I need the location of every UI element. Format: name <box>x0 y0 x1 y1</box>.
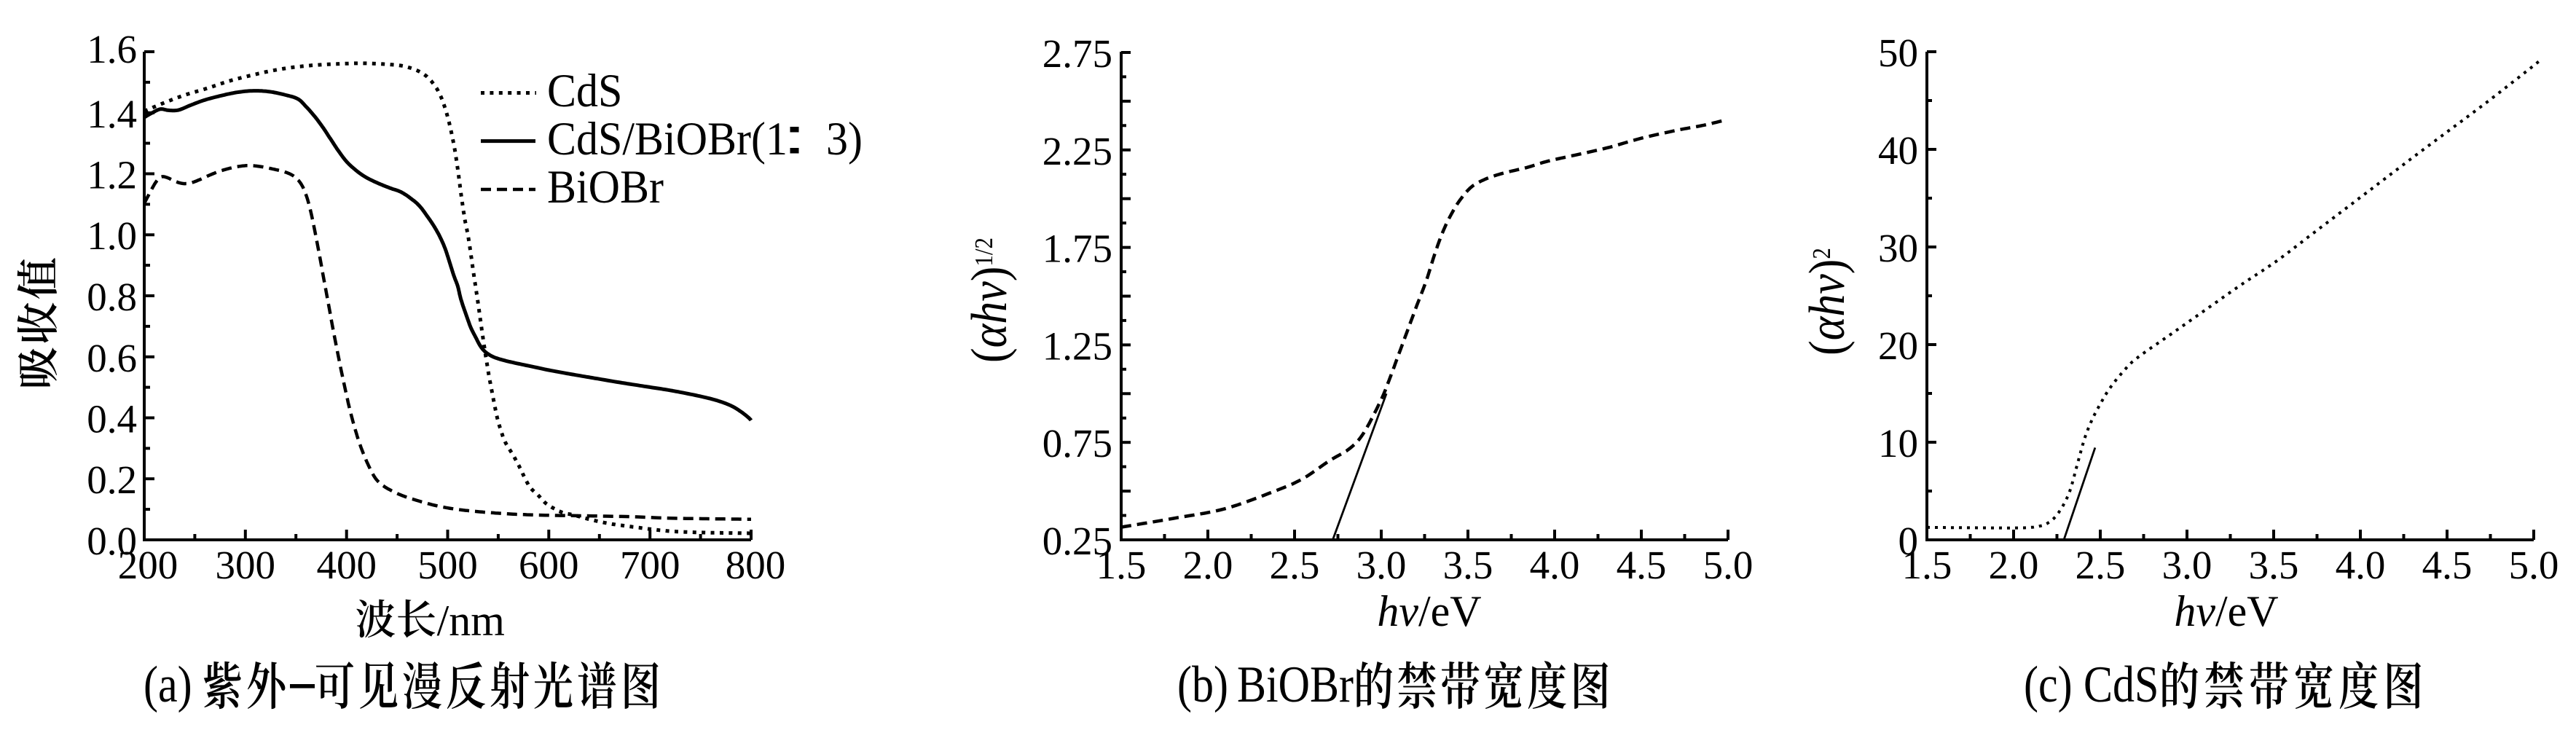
svg-text:500: 500 <box>417 543 478 587</box>
svg-text:0.75: 0.75 <box>1042 421 1112 466</box>
svg-text:BiOBr: BiOBr <box>1237 657 1354 714</box>
svg-text:3.5: 3.5 <box>1443 543 1493 587</box>
svg-text:400: 400 <box>316 543 377 587</box>
svg-text:10: 10 <box>1878 421 1918 466</box>
svg-text:/nm: /nm <box>437 597 505 645</box>
svg-text:1.75: 1.75 <box>1042 227 1112 271</box>
svg-text:hv/eV: hv/eV <box>1377 587 1481 635</box>
svg-text:2.25: 2.25 <box>1042 129 1112 173</box>
svg-text:4.5: 4.5 <box>2422 543 2473 587</box>
svg-text:0.0: 0.0 <box>87 519 137 563</box>
svg-text:2.0: 2.0 <box>1989 543 2039 587</box>
svg-text:700: 700 <box>620 543 680 587</box>
svg-text:3.0: 3.0 <box>2162 543 2212 587</box>
svg-text:3): 3) <box>826 112 863 165</box>
svg-text:200: 200 <box>118 543 178 587</box>
svg-text:(αhv)1/2: (αhv)1/2 <box>962 238 1018 363</box>
svg-text:2.0: 2.0 <box>1183 543 1233 587</box>
svg-text:30: 30 <box>1878 226 1918 270</box>
svg-text:1.5: 1.5 <box>1096 543 1147 587</box>
svg-text:5.0: 5.0 <box>2509 543 2559 587</box>
svg-text:2.75: 2.75 <box>1042 31 1112 76</box>
svg-text:40: 40 <box>1878 128 1918 173</box>
svg-text:0: 0 <box>1898 519 1919 563</box>
svg-text:(c): (c) <box>2024 657 2073 714</box>
svg-text:0.6: 0.6 <box>87 336 137 380</box>
svg-text:20: 20 <box>1878 323 1918 368</box>
svg-text:1.25: 1.25 <box>1042 323 1112 368</box>
svg-text:3.5: 3.5 <box>2249 543 2299 587</box>
svg-text:600: 600 <box>519 543 579 587</box>
svg-text:hv/eV: hv/eV <box>2174 587 2278 635</box>
svg-text:1.6: 1.6 <box>87 27 137 71</box>
svg-text:CdS: CdS <box>2084 657 2159 714</box>
svg-text:50: 50 <box>1878 31 1918 75</box>
svg-text:0.25: 0.25 <box>1042 519 1112 563</box>
svg-text:(αhv)2: (αhv)2 <box>1799 248 1856 356</box>
svg-text:4.5: 4.5 <box>1617 543 1667 587</box>
svg-text:CdS: CdS <box>547 64 622 117</box>
svg-text:5.0: 5.0 <box>1703 543 1754 587</box>
svg-text:4.0: 4.0 <box>1530 543 1580 587</box>
svg-text:800: 800 <box>726 543 786 587</box>
svg-text:2.5: 2.5 <box>1270 543 1320 587</box>
svg-text:1.4: 1.4 <box>87 92 137 136</box>
svg-text:(a): (a) <box>144 657 192 714</box>
svg-text:1.2: 1.2 <box>87 153 137 197</box>
svg-text:(b): (b) <box>1177 657 1228 714</box>
svg-text:2.5: 2.5 <box>2076 543 2126 587</box>
svg-text:1.5: 1.5 <box>1902 543 1952 587</box>
svg-text:1.0: 1.0 <box>87 213 137 258</box>
svg-text:BiOBr: BiOBr <box>547 160 664 213</box>
svg-text:0.4: 0.4 <box>87 397 137 441</box>
svg-text:0.2: 0.2 <box>87 458 137 502</box>
svg-text:4.0: 4.0 <box>2336 543 2386 587</box>
svg-text:0.8: 0.8 <box>87 275 137 319</box>
svg-text:3.0: 3.0 <box>1356 543 1407 587</box>
svg-text:CdS/BiOBr(1: CdS/BiOBr(1 <box>547 112 788 165</box>
svg-text:300: 300 <box>216 543 276 587</box>
